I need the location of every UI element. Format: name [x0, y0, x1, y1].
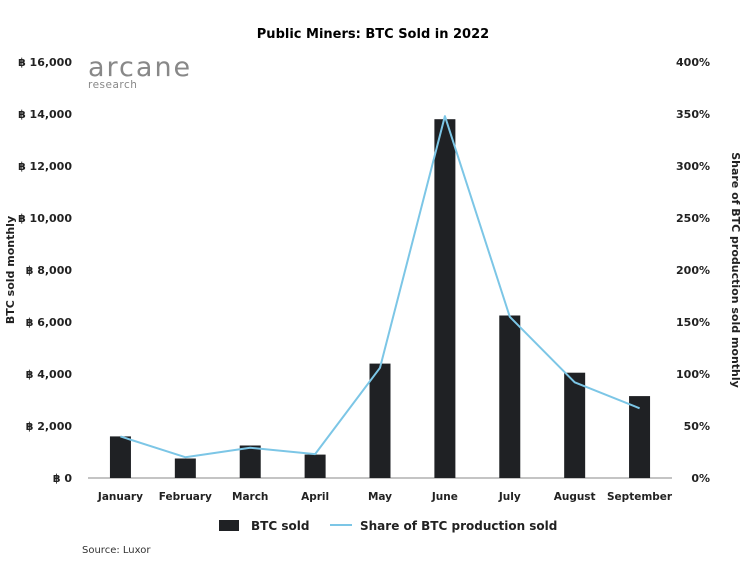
- x-tick: January: [97, 491, 143, 503]
- y-tick-left: ฿ 2,000: [26, 420, 73, 433]
- bar: [369, 363, 391, 478]
- bar: [629, 396, 651, 478]
- x-tick: July: [498, 491, 521, 503]
- x-tick: August: [554, 491, 596, 503]
- bar: [304, 454, 326, 478]
- legend-bar-label: BTC sold: [251, 519, 309, 533]
- y-tick-right: 0%: [691, 472, 710, 485]
- x-tick: May: [368, 491, 392, 503]
- legend-line-label: Share of BTC production sold: [360, 519, 557, 533]
- y-tick-right: 300%: [676, 160, 710, 173]
- y-tick-left: ฿ 14,000: [18, 108, 72, 121]
- bar: [109, 436, 131, 478]
- y-tick-right: 250%: [676, 212, 710, 225]
- y-tick-left: ฿ 8,000: [26, 264, 73, 277]
- x-tick: March: [232, 491, 268, 503]
- y-tick-left: ฿ 12,000: [18, 160, 72, 173]
- chart-title: Public Miners: BTC Sold in 2022: [257, 27, 489, 42]
- bar: [239, 445, 261, 478]
- y-tick-right: 100%: [676, 368, 710, 381]
- y-tick-right: 200%: [676, 264, 710, 277]
- y-axis-right-label: Share of BTC production sold monthly: [729, 152, 742, 388]
- logo-subtext: research: [88, 79, 137, 91]
- x-tick: September: [607, 491, 673, 503]
- bar: [499, 315, 521, 478]
- y-tick-left: ฿ 10,000: [18, 212, 72, 225]
- y-tick-right: 150%: [676, 316, 710, 329]
- logo-wordmark: arcane: [88, 52, 192, 83]
- y-tick-left: ฿ 6,000: [26, 316, 73, 329]
- y-axis-right: 0% 50% 100% 150% 200% 250% 300% 350% 400%: [676, 56, 710, 485]
- x-tick: April: [301, 491, 329, 503]
- y-tick-left: ฿ 4,000: [26, 368, 73, 381]
- legend: BTC sold Share of BTC production sold: [219, 519, 557, 533]
- bar: [564, 372, 586, 478]
- bar: [434, 119, 456, 478]
- bar: [174, 458, 196, 478]
- y-tick-right: 50%: [684, 420, 710, 433]
- y-axis-left-label: BTC sold monthly: [4, 216, 17, 324]
- source-note: Source: Luxor: [82, 545, 151, 556]
- y-tick-right: 350%: [676, 108, 710, 121]
- bar-series: [109, 119, 651, 478]
- y-tick-left: ฿ 0: [53, 472, 72, 485]
- line-series: [120, 115, 640, 459]
- x-axis: January February March April May June July Augu…: [97, 491, 673, 503]
- arcane-research-logo: arcane research: [88, 52, 192, 91]
- legend-bar-swatch: [219, 520, 239, 531]
- x-tick: June: [431, 491, 458, 503]
- series-line: [120, 115, 640, 459]
- x-tick: February: [159, 491, 212, 503]
- y-tick-right: 400%: [676, 56, 710, 69]
- y-tick-left: ฿ 16,000: [18, 56, 72, 69]
- y-axis-left: ฿ 0 ฿ 2,000 ฿ 4,000 ฿ 6,000 ฿ 8,000 ฿ 10,000 ฿…: [18, 56, 72, 485]
